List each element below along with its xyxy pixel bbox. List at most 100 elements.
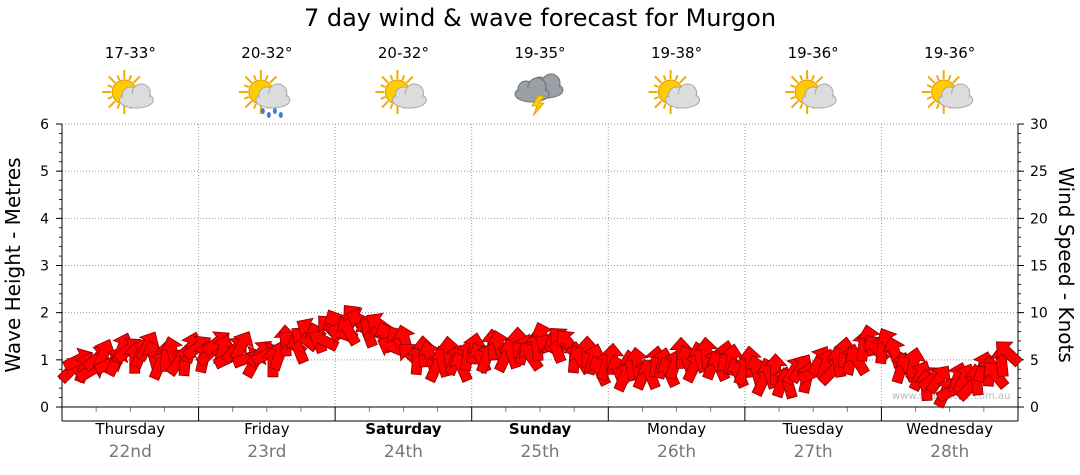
sun-ray — [107, 96, 113, 100]
day-date: 26th — [657, 442, 697, 462]
day-date: 28th — [930, 442, 970, 462]
day-date: 27th — [793, 442, 833, 462]
sun-ray — [790, 100, 799, 109]
right-tick-label: 10 — [1030, 306, 1048, 322]
sun-ray — [654, 100, 663, 109]
partly-cloudy-sun-icon — [102, 70, 154, 114]
day-name: Thursday — [95, 420, 166, 438]
cloud-part — [667, 94, 698, 106]
day-name: Sunday — [508, 420, 572, 438]
sun-ray — [679, 75, 687, 84]
lightning-bolt — [531, 95, 545, 117]
sun-ray — [653, 96, 659, 100]
sun-ray — [799, 74, 804, 81]
sun-ray — [653, 84, 659, 88]
sun-ray — [264, 74, 269, 81]
wind-arrow — [845, 346, 870, 377]
sun-ray — [662, 74, 667, 81]
sun-ray — [381, 100, 389, 109]
sun-ray — [952, 75, 960, 84]
wind-arrow — [518, 342, 544, 372]
wind-arrow-shape — [336, 316, 361, 347]
day-temp-range: 17-33° — [104, 44, 156, 62]
sun-ray — [926, 96, 933, 100]
partly-cloudy-sun-icon — [921, 70, 974, 114]
rain-drop — [278, 112, 283, 118]
right-tick-label: 25 — [1030, 164, 1048, 180]
sun-ray — [253, 103, 257, 110]
sun-ray — [662, 103, 667, 110]
cloud-part — [804, 94, 835, 106]
partly-cloudy-sun-icon — [785, 70, 837, 114]
sun-ray — [253, 74, 257, 81]
day-temp-range: 19-36° — [787, 44, 839, 62]
day-temp-range: 20-32° — [241, 44, 293, 62]
sun-ray — [243, 84, 250, 88]
left-tick-label: 3 — [40, 259, 49, 275]
sun-ray — [401, 74, 406, 81]
day-date: 25th — [520, 442, 560, 462]
sun-ray — [654, 75, 663, 84]
day-name: Monday — [646, 420, 707, 438]
left-tick-label: 1 — [40, 353, 49, 369]
left-tick-label: 2 — [40, 306, 49, 322]
rain-drop — [260, 108, 265, 114]
sun-ray — [244, 100, 253, 109]
sun-ray — [380, 96, 386, 100]
sun-ray — [381, 75, 389, 84]
wind-arrow-shape — [518, 342, 544, 372]
partly-cloudy-sun-icon — [375, 70, 427, 114]
sun-ray — [674, 74, 679, 81]
day-temp-range: 20-32° — [377, 44, 429, 62]
sun-ray — [243, 96, 250, 100]
right-tick-label: 20 — [1030, 211, 1048, 227]
left-tick-label: 5 — [40, 164, 49, 180]
sun-ray — [790, 75, 799, 84]
shower-cloud-sun-icon — [238, 70, 291, 118]
right-tick-label: 15 — [1030, 259, 1048, 275]
sun-ray — [790, 84, 796, 88]
sun-ray — [935, 74, 940, 81]
rain-drop — [266, 112, 271, 118]
sun-ray — [799, 103, 804, 110]
sun-ray — [790, 96, 796, 100]
day-temp-range: 19-35° — [514, 44, 566, 62]
day-date: 23rd — [247, 442, 287, 462]
wind-arrow-shape — [845, 346, 870, 377]
cloud-part — [940, 94, 971, 106]
sun-ray — [926, 84, 933, 88]
sun-ray — [244, 75, 253, 84]
wind-arrow — [983, 361, 1010, 390]
sun-ray — [389, 74, 394, 81]
day-name: Friday — [244, 420, 290, 438]
cloud-part — [121, 94, 152, 106]
chart-title: 7 day wind & wave forecast for Murgon — [303, 4, 777, 32]
sun-ray — [380, 84, 386, 88]
sun-ray — [116, 103, 121, 110]
wind-arrow — [995, 341, 1023, 368]
sun-ray — [389, 103, 394, 110]
sun-ray — [927, 100, 936, 109]
left-tick-label: 0 — [40, 400, 49, 416]
day-temp-range: 19-38° — [651, 44, 703, 62]
sun-ray — [108, 75, 116, 84]
day-temp-range: 19-36° — [924, 44, 976, 62]
cloud-part — [394, 94, 425, 106]
wind-arrow-shape — [983, 361, 1010, 390]
wind-arrow-shape — [925, 365, 951, 395]
right-tick-label: 30 — [1030, 117, 1048, 133]
wind-arrow-shape — [995, 341, 1023, 368]
thunderstorm-icon — [514, 73, 564, 117]
sun-ray — [815, 75, 824, 84]
right-tick-label: 0 — [1030, 400, 1039, 416]
partly-cloudy-sun-icon — [648, 70, 701, 114]
wind-arrow — [925, 365, 951, 395]
sun-ray — [107, 84, 113, 88]
day-date: 22nd — [108, 442, 152, 462]
sun-ray — [947, 74, 952, 81]
wind-arrow — [336, 316, 361, 347]
day-name: Tuesday — [782, 420, 844, 438]
left-tick-label: 6 — [40, 117, 49, 133]
right-tick-label: 5 — [1030, 353, 1039, 369]
